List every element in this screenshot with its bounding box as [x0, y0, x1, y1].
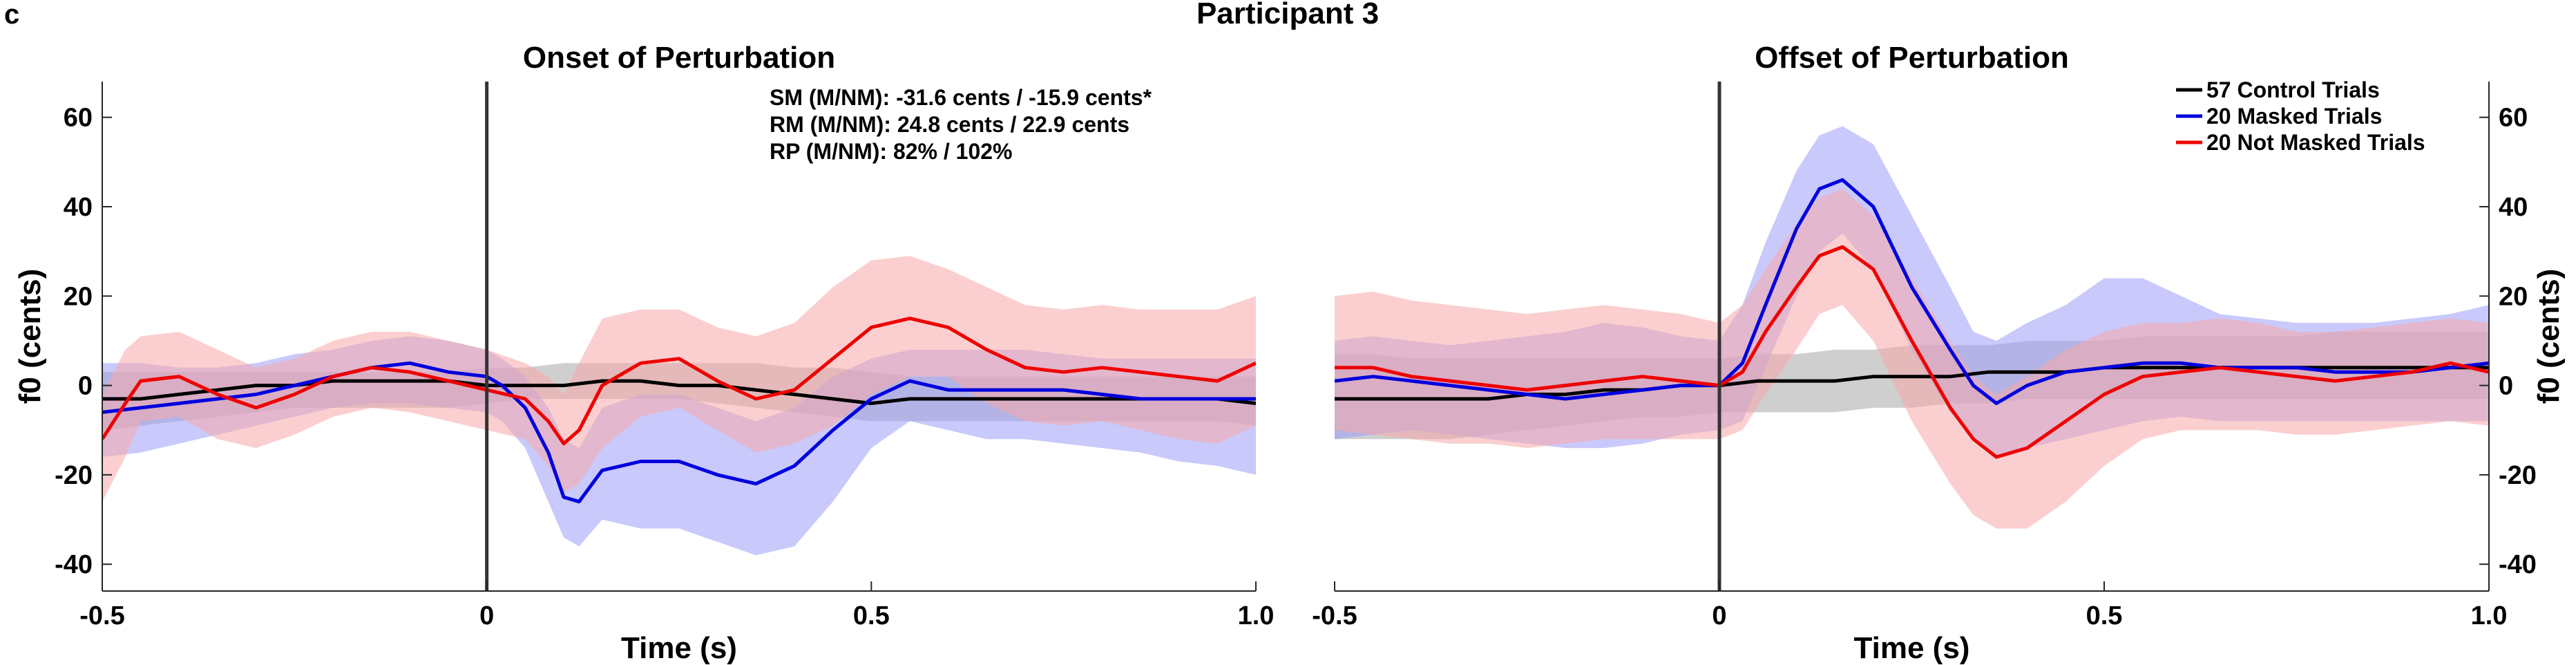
panel-title: Offset of Perturbation: [1755, 41, 2069, 75]
y-tick-label: 40: [64, 193, 93, 222]
y-tick-label: -20: [2499, 461, 2537, 490]
y-tick-label: -40: [2499, 550, 2537, 579]
y-axis-label: f0 (cents): [13, 269, 47, 404]
notmasked-confidence-band: [102, 256, 1256, 502]
masked-mean-line: [1335, 178, 2489, 405]
figure-title: Participant 3: [1196, 0, 1379, 30]
y-tick-label: -40: [55, 550, 93, 579]
stat-rp: RP (M/NM): 82% / 102%: [770, 139, 1013, 164]
y-tick-label: 20: [64, 282, 93, 311]
y-tick-label: 0: [78, 372, 93, 401]
plot-area: [102, 256, 1256, 556]
x-tick-label: 0.5: [2086, 601, 2123, 630]
x-tick-label: 1.0: [1238, 601, 1275, 630]
stat-rm: RM (M/NM): 24.8 cents / 22.9 cents: [770, 112, 1129, 137]
y-tick-label: 20: [2499, 282, 2528, 311]
stat-sm: SM (M/NM): -31.6 cents / -15.9 cents*: [770, 85, 1152, 110]
notmasked-mean-line: [102, 317, 1256, 446]
plot-area: [1335, 126, 2489, 529]
y-tick-label: 0: [2499, 372, 2513, 401]
notmasked-confidence-band: [1335, 189, 2489, 529]
notmasked-mean-line: [1335, 245, 2489, 459]
panel-letter: c: [4, 0, 19, 30]
y-tick-label: 60: [2499, 104, 2528, 133]
x-axis-label: Time (s): [1854, 631, 1970, 665]
x-tick-label: 0: [479, 601, 494, 630]
panel-title: Onset of Perturbation: [523, 41, 835, 75]
legend-label: 20 Masked Trials: [2206, 104, 2382, 129]
x-tick-label: -0.5: [1312, 601, 1357, 630]
legend-label: 57 Control Trials: [2206, 77, 2380, 102]
masked-mean-line: [102, 361, 1256, 504]
y-tick-label: -20: [55, 461, 93, 490]
y-tick-label: 60: [64, 104, 93, 133]
y-axis-label: f0 (cents): [2532, 269, 2566, 404]
x-tick-label: -0.5: [79, 601, 124, 630]
y-tick-label: 40: [2499, 193, 2528, 222]
x-axis-label: Time (s): [621, 631, 737, 665]
onset-panel: -0.5 0 0.5 1.0 -40 -20 0 20 40 60 Onset of Perturb…: [13, 41, 1274, 665]
offset-panel: -0.5 0 0.5 1.0 -40 -20 0 20 40 60 Offset of Pertur…: [1312, 41, 2566, 665]
legend-label: 20 Not Masked Trials: [2206, 130, 2425, 155]
stats-annotation: SM (M/NM): -31.6 cents / -15.9 cents* RM…: [770, 85, 1152, 164]
x-tick-label: 0.5: [853, 601, 890, 630]
x-tick-label: 0: [1712, 601, 1726, 630]
x-tick-label: 1.0: [2471, 601, 2508, 630]
